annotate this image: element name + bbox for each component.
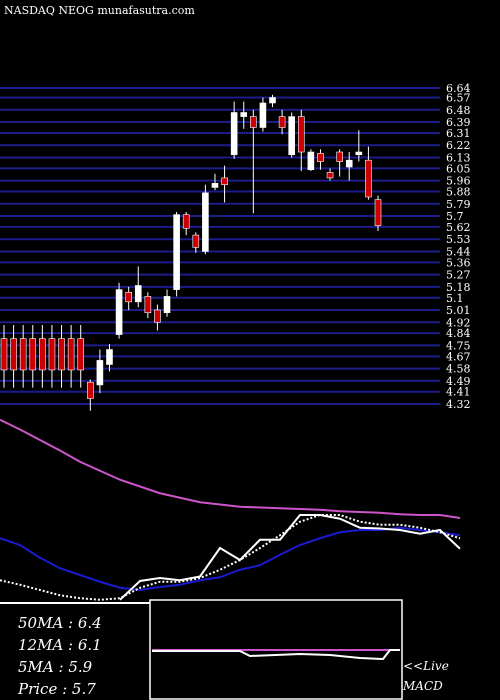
y-tick-label: 5.36 — [446, 256, 471, 269]
candle-body — [192, 234, 200, 248]
candle-body — [345, 159, 353, 168]
candle-body — [307, 151, 315, 171]
candle-body — [259, 102, 267, 128]
y-tick-label: 5.53 — [446, 233, 471, 246]
y-tick-label: 4.49 — [446, 375, 471, 388]
y-tick-label: 6.05 — [446, 162, 471, 175]
y-tick-label: 4.32 — [446, 398, 471, 411]
candle-body — [278, 116, 286, 128]
y-tick-label: 5.01 — [446, 304, 471, 317]
y-tick-label: 6.57 — [446, 92, 471, 105]
candle-body — [173, 214, 180, 290]
candle-body — [163, 296, 171, 314]
candle-body — [182, 214, 190, 229]
ma-line — [0, 526, 461, 592]
y-tick-label: 5.96 — [446, 175, 471, 188]
y-tick-label: 6.22 — [446, 139, 471, 152]
candle-body — [87, 381, 94, 399]
candle-body — [134, 285, 142, 303]
y-tick-label: 5.1 — [446, 292, 464, 305]
candle-body — [269, 97, 276, 104]
annotation: MACD — [402, 679, 443, 693]
candle-body — [374, 199, 382, 226]
y-tick-label: 4.92 — [446, 316, 471, 329]
info-text: 12MA : 6.1 — [18, 636, 102, 654]
y-tick-label: 5.88 — [446, 186, 471, 199]
y-tick-label: 5.27 — [446, 269, 471, 282]
y-tick-label: 5.44 — [446, 245, 471, 258]
candle-body — [154, 309, 161, 323]
y-tick-label: 5.18 — [446, 281, 471, 294]
candle-body — [288, 116, 295, 156]
candle-body — [106, 349, 113, 365]
candle-body — [355, 151, 363, 156]
candle-body — [221, 177, 228, 186]
candle-body — [19, 338, 27, 371]
y-tick-label: 6.48 — [446, 104, 471, 117]
candle-body — [297, 116, 305, 153]
candle-body — [202, 192, 209, 252]
y-tick-label: 4.75 — [446, 339, 471, 352]
macd-box — [149, 599, 403, 700]
ma-line — [0, 514, 461, 601]
y-tick-label: 6.31 — [446, 127, 471, 140]
candle-body — [211, 183, 219, 188]
candle-body — [58, 338, 65, 371]
y-tick-label: 6.13 — [446, 151, 471, 164]
annotation: <<Live — [403, 659, 449, 673]
candle-body — [144, 296, 152, 314]
y-tick-label: 5.62 — [446, 221, 471, 234]
y-tick-label: 6.64 — [446, 82, 471, 95]
macd-line — [152, 649, 400, 661]
candle-body — [336, 151, 343, 162]
y-tick-label: 5.79 — [446, 198, 471, 211]
candle-body — [67, 338, 75, 371]
info-text: Price : 5.7 — [17, 680, 96, 698]
candle-body — [29, 338, 37, 371]
candle-body — [77, 338, 85, 371]
candle-body — [250, 116, 257, 128]
y-tick-label: 4.67 — [446, 350, 471, 363]
y-tick-label: 6.39 — [446, 116, 471, 129]
candle-body — [115, 289, 123, 335]
candle-body — [39, 338, 46, 371]
y-tick-label: 4.41 — [446, 386, 471, 399]
candle-body — [326, 172, 334, 179]
y-tick-label: 4.84 — [446, 327, 471, 340]
candle-body — [96, 360, 104, 386]
candle-body — [317, 153, 324, 162]
chart-title: NASDAQ NEOG munafasutra.com — [4, 4, 195, 17]
candle-body — [0, 338, 8, 371]
candle-body — [240, 112, 248, 117]
candle-body — [10, 338, 17, 371]
candle-body — [365, 159, 372, 198]
candle-body — [48, 338, 56, 371]
candle-body — [125, 292, 132, 303]
y-tick-label: 5.7 — [446, 210, 464, 223]
ma-line — [0, 418, 461, 519]
info-text: 50MA : 6.4 — [18, 614, 102, 632]
candle-body — [230, 112, 238, 156]
y-tick-label: 4.58 — [446, 363, 471, 376]
info-text: 5MA : 5.9 — [18, 658, 93, 676]
